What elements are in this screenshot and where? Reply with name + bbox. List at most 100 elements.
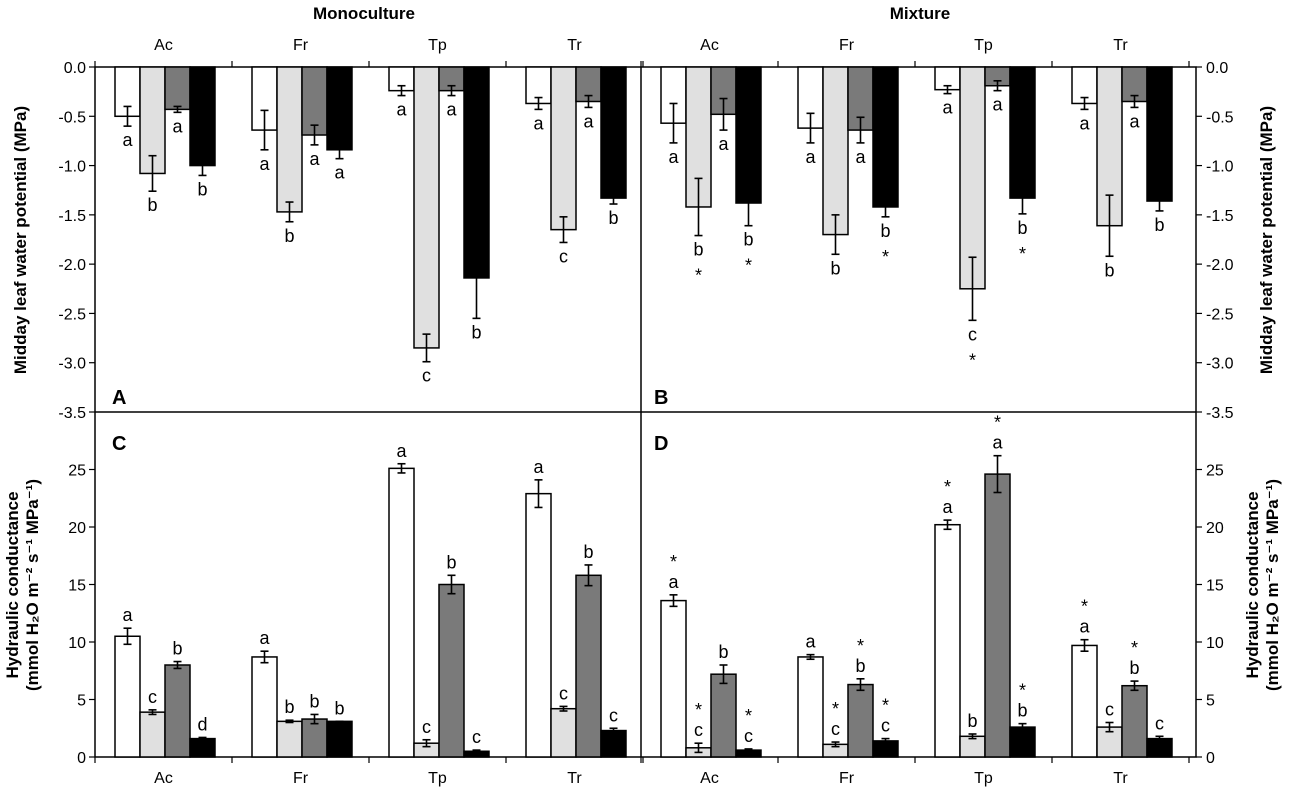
significance-asterisk: *	[882, 696, 889, 716]
significance-letter: b	[334, 698, 344, 718]
y-tick-label-right-bottom: 15	[1206, 578, 1224, 595]
y-tick-label-right-bottom: 20	[1206, 520, 1224, 537]
species-label-top: Fr	[839, 37, 855, 54]
bar-b	[959, 66, 986, 290]
significance-letter: a	[533, 457, 544, 477]
y-tick-label-right-top: -3.0	[1206, 356, 1234, 373]
species-label-top: Fr	[293, 37, 309, 54]
bar-c	[251, 656, 278, 758]
significance-letter: b	[1129, 658, 1139, 678]
significance-letter: c	[472, 727, 481, 747]
significance-letter: a	[942, 98, 953, 118]
significance-asterisk: *	[745, 706, 752, 726]
y-axis-label-bottom-right-line2: (mmol H₂O m⁻² s⁻¹ MPa⁻¹)	[1263, 479, 1282, 691]
bar-c	[301, 718, 328, 758]
significance-letter: a	[668, 572, 679, 592]
y-tick-label-right-top: -2.0	[1206, 257, 1234, 274]
significance-asterisk: *	[695, 266, 702, 286]
y-tick-label-right-bottom: 25	[1206, 463, 1224, 480]
bar-d	[959, 735, 986, 758]
bar-c	[388, 467, 415, 758]
y-tick-label-left-bottom: 0	[77, 750, 86, 767]
significance-letter: b	[471, 322, 481, 342]
y-axis-label-bottom-left-line1: Hydraulic conductance	[3, 491, 22, 678]
significance-asterisk: *	[994, 413, 1001, 433]
significance-letter: a	[855, 147, 866, 167]
significance-asterisk: *	[1131, 638, 1138, 658]
y-tick-label-left-top: -1.0	[58, 159, 86, 176]
significance-letter: a	[992, 433, 1003, 453]
panel-letter-d: D	[654, 433, 668, 455]
significance-letter: a	[396, 441, 407, 461]
significance-letter: b	[1017, 701, 1027, 721]
y-tick-label-left-top: -2.0	[58, 257, 86, 274]
significance-letter: a	[942, 497, 953, 517]
significance-letter: a	[122, 605, 133, 625]
y-tick-label-right-top: -1.0	[1206, 159, 1234, 176]
y-tick-label-right-top: -2.5	[1206, 306, 1234, 323]
bar-b	[822, 66, 849, 236]
significance-letter: c	[559, 246, 568, 266]
species-label-bottom: Fr	[293, 770, 309, 787]
species-label-bottom: Tr	[567, 770, 582, 787]
significance-letter: b	[1104, 260, 1114, 280]
significance-letter: a	[718, 134, 729, 154]
bar-a	[600, 66, 627, 199]
y-tick-label-left-bottom: 25	[68, 463, 86, 480]
bar-d	[797, 656, 824, 758]
significance-letter: b	[1017, 218, 1027, 238]
significance-letter: a	[1079, 617, 1090, 637]
y-tick-label-left-top: 0.0	[64, 60, 86, 77]
bar-c	[139, 711, 166, 758]
significance-letter: c	[744, 726, 753, 746]
significance-letter: b	[147, 195, 157, 215]
bar-c	[326, 720, 353, 758]
significance-letter: c	[422, 366, 431, 386]
bar-c	[276, 720, 303, 758]
significance-letter: b	[855, 656, 865, 676]
significance-letter: c	[694, 720, 703, 740]
y-tick-label-left-bottom: 10	[68, 635, 86, 652]
significance-letter: a	[172, 116, 183, 136]
significance-letter: a	[1079, 113, 1090, 133]
significance-letter: c	[148, 687, 157, 707]
significance-letter: a	[805, 147, 816, 167]
significance-letter: c	[881, 716, 890, 736]
significance-asterisk: *	[969, 350, 976, 370]
significance-letter: c	[831, 719, 840, 739]
significance-letter: b	[197, 179, 207, 199]
bar-d	[710, 673, 737, 758]
y-tick-label-left-top: -3.5	[58, 405, 86, 422]
y-tick-label-left-bottom: 20	[68, 520, 86, 537]
y-tick-label-left-top: -1.5	[58, 208, 86, 225]
species-label-bottom: Tp	[974, 770, 993, 787]
y-axis-label-top-right: Midday leaf water potential (MPa)	[1257, 106, 1276, 374]
bar-c	[438, 583, 465, 758]
significance-asterisk: *	[1019, 244, 1026, 264]
species-label-bottom: Tr	[1113, 770, 1128, 787]
significance-asterisk: *	[670, 552, 677, 572]
significance-letter: c	[609, 705, 618, 725]
bar-c	[164, 664, 191, 758]
y-tick-label-left-top: -2.5	[58, 306, 86, 323]
species-label-bottom: Tp	[428, 770, 447, 787]
significance-asterisk: *	[832, 699, 839, 719]
significance-letter: b	[967, 711, 977, 731]
y-tick-label-left-bottom: 5	[77, 693, 86, 710]
species-label-bottom: Ac	[700, 770, 719, 787]
y-tick-label-right-top: -3.5	[1206, 405, 1234, 422]
species-label-top: Ac	[700, 37, 719, 54]
significance-letter: b	[446, 552, 456, 572]
significance-letter: c	[968, 324, 977, 344]
significance-asterisk: *	[695, 700, 702, 720]
bar-b	[872, 66, 899, 208]
significance-letter: a	[446, 100, 457, 120]
significance-letter: a	[1129, 111, 1140, 131]
bar-a	[550, 66, 577, 231]
y-axis-label-bottom-left-line2: (mmol H₂O m⁻² s⁻¹ MPa⁻¹)	[23, 479, 42, 691]
bar-d	[934, 523, 961, 758]
bar-c	[600, 729, 627, 758]
significance-letter: b	[284, 697, 294, 717]
bar-a	[276, 66, 303, 213]
bar-c	[575, 574, 602, 758]
